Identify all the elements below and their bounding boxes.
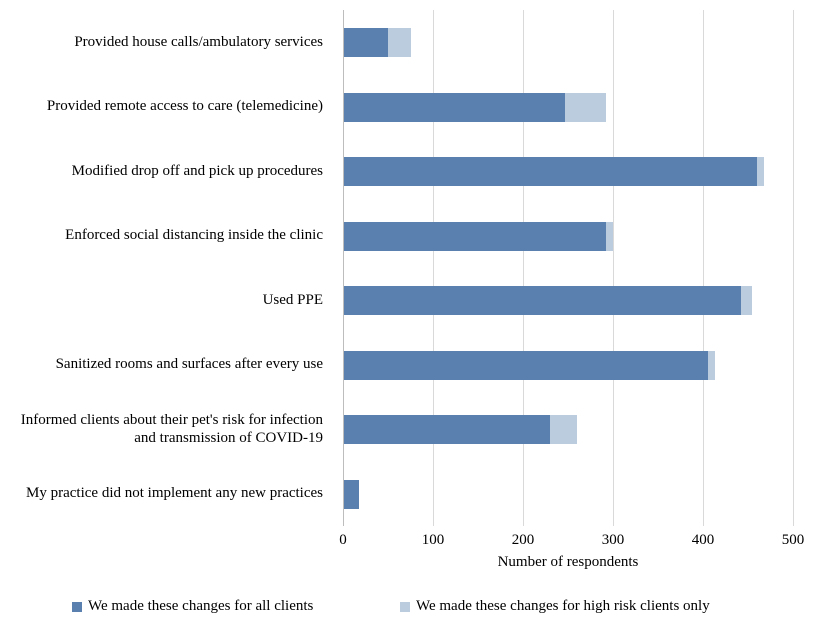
bar-segment-all [343, 415, 550, 444]
bar-segment-high [550, 415, 577, 444]
y-axis-label: Provided house calls/ambulatory services [0, 34, 323, 51]
y-axis-label: Used PPE [0, 292, 323, 309]
x-tick-label: 0 [323, 532, 363, 549]
plot-area [343, 10, 793, 526]
bar-segment-high [565, 93, 606, 122]
x-tick-label: 400 [683, 532, 723, 549]
bar-segment-all [343, 351, 708, 380]
legend-label-high: We made these changes for high risk clie… [416, 598, 710, 615]
bar-segment-all [343, 222, 606, 251]
bar-segment-all [343, 28, 388, 57]
bar-row [343, 351, 793, 380]
bar-row [343, 222, 793, 251]
x-tick-label: 100 [413, 532, 453, 549]
x-tick-label: 500 [773, 532, 813, 549]
bar-row [343, 28, 793, 57]
grid-line [613, 10, 614, 526]
grid-line [433, 10, 434, 526]
bar-segment-high [388, 28, 411, 57]
bar-segment-all [343, 157, 757, 186]
bar-segment-all [343, 286, 741, 315]
legend-swatch-all [72, 602, 82, 612]
bar-row [343, 415, 793, 444]
bar-row [343, 286, 793, 315]
chart-container: Provided house calls/ambulatory services… [0, 0, 829, 624]
x-tick-label: 300 [593, 532, 633, 549]
legend-item-high: We made these changes for high risk clie… [400, 598, 710, 615]
legend-item-all: We made these changes for all clients [72, 598, 313, 615]
y-axis-label: Provided remote access to care (telemedi… [0, 98, 323, 115]
y-axis-label: Modified drop off and pick up procedures [0, 163, 323, 180]
bar-segment-all [343, 93, 565, 122]
bar-segment-high [606, 222, 613, 251]
legend-swatch-high [400, 602, 410, 612]
grid-line [523, 10, 524, 526]
bar-segment-high [757, 157, 764, 186]
bar-segment-all [343, 480, 359, 509]
grid-line [703, 10, 704, 526]
y-axis-label: Informed clients about their pet's risk … [0, 412, 323, 447]
y-axis-label: Enforced social distancing inside the cl… [0, 227, 323, 244]
x-tick-label: 200 [503, 532, 543, 549]
y-axis-label: Sanitized rooms and surfaces after every… [0, 356, 323, 373]
bar-row [343, 93, 793, 122]
x-axis-title: Number of respondents [468, 554, 668, 571]
legend-label-all: We made these changes for all clients [88, 598, 313, 615]
bar-segment-high [741, 286, 752, 315]
bar-segment-high [708, 351, 715, 380]
bar-row [343, 480, 793, 509]
grid-line [793, 10, 794, 526]
bar-row [343, 157, 793, 186]
y-axis-label: My practice did not implement any new pr… [0, 485, 323, 502]
